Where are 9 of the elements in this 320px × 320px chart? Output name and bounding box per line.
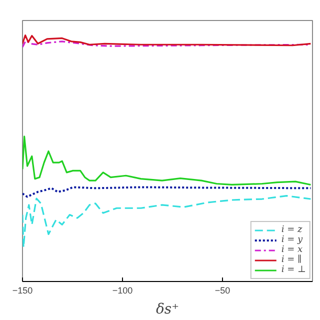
legend-label: i = ∥ bbox=[281, 255, 302, 265]
legend-label: i = z bbox=[281, 225, 302, 235]
legend-label: i = x bbox=[281, 245, 303, 255]
x-tick-label: −50 bbox=[214, 286, 230, 296]
x-axis-title: δs⁺ bbox=[156, 302, 180, 318]
x-tick-label: −100 bbox=[112, 286, 133, 296]
legend-label: i = y bbox=[281, 235, 303, 245]
legend-label: i = ⊥ bbox=[281, 265, 306, 275]
x-tick-label: −150 bbox=[12, 286, 33, 296]
